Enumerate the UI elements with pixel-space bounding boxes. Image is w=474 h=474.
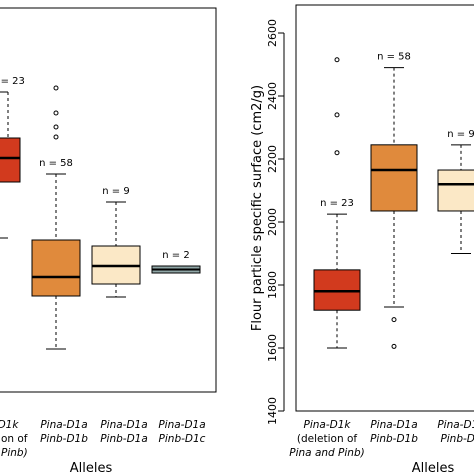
right-box-3: n = 9 (437, 129, 474, 254)
left-box-d1a-n-label: n = 9 (102, 186, 129, 197)
right-y-tick-label: 2200 (266, 145, 279, 173)
left-box-d1b-outlier (53, 85, 59, 91)
right-y-tick-label: 2600 (266, 19, 279, 47)
right-category-1-line-1: Pina-D1k (304, 419, 352, 431)
left-box-d1b: n = 58 (31, 85, 81, 350)
left-box-d1b-box (31, 239, 81, 297)
right-category-2-line-2: Pinb-D1b (370, 433, 418, 445)
right-y-tick-label: 1400 (266, 397, 279, 425)
right-y-axis-title: Flour particle specific surface (cm2/g) (250, 85, 265, 331)
right-category-1-line-2: (deletion of (297, 433, 357, 445)
right-y-tick-label: 2400 (266, 82, 279, 110)
right-box-outlier (391, 343, 397, 349)
left-category-1-line-3: nd Pinb) (0, 447, 28, 459)
right-box-body (370, 144, 418, 212)
right-box-body (313, 269, 361, 311)
right-box-2: n = 58 (370, 52, 418, 349)
right-box-body (437, 169, 474, 212)
left-category-3-line-2: Pinb-D1a (100, 433, 148, 445)
left-plot-frame (0, 7, 217, 393)
left-box-d1k: n = 23 (0, 76, 25, 239)
left-panel: n = 23 n = 58 n = 9 n (0, 7, 217, 474)
left-box-d1k-n-label: n = 23 (0, 76, 25, 87)
left-box-d1a: n = 9 (91, 186, 141, 298)
right-box-n-label: n = 58 (377, 52, 411, 63)
right-box-n-label: n = 23 (320, 198, 354, 209)
left-box-d1b-outlier (53, 110, 59, 116)
right-panel: 1400 1600 1800 2000 2200 2400 2600 n = 23 n = 5… (250, 4, 474, 474)
right-y-tick-label: 2000 (266, 208, 279, 236)
left-category-2-line-1: Pina-D1a (40, 419, 87, 431)
right-category-3-line-2: Pinb-D2 (440, 433, 474, 445)
left-box-d1b-outlier (53, 124, 59, 130)
right-y-tick-label: 1600 (266, 334, 279, 362)
left-category-4-line-1: Pina-D1a (158, 419, 205, 431)
right-box-outlier (391, 317, 397, 323)
left-box-d1b-outlier (53, 134, 59, 140)
right-box-1: n = 23 (313, 57, 361, 349)
right-box-outlier (334, 57, 340, 63)
right-box-outlier (334, 150, 340, 156)
left-category-1-line-1: D1k (0, 419, 19, 431)
right-plot-frame (295, 4, 474, 412)
left-category-4-line-2: Pinb-D1c (159, 433, 206, 445)
right-y-ticks: 1400 1600 1800 2000 2200 2400 2600 (266, 19, 284, 425)
right-boxes: n = 23 n = 58 n = 9 (313, 52, 474, 349)
left-category-3-line-1: Pina-D1a (100, 419, 147, 431)
left-box-d1c: n = 2 (151, 250, 201, 274)
left-box-d1c-n-label: n = 2 (162, 250, 189, 261)
left-category-2-line-2: Pinb-D1b (40, 433, 88, 445)
right-x-axis-title: Alleles (412, 461, 455, 474)
left-category-1-line-2: letion of (0, 433, 28, 445)
right-category-2-line-1: Pina-D1a (370, 419, 417, 431)
left-box-d1k-box (0, 137, 21, 183)
right-box-outlier (334, 112, 340, 118)
right-box-n-label: n = 9 (447, 129, 474, 140)
right-y-tick-label: 1800 (266, 271, 279, 299)
left-x-axis-title: Alleles (70, 461, 113, 474)
right-category-1-line-3: Pina and Pinb) (289, 447, 364, 459)
left-box-d1b-n-label: n = 58 (39, 158, 73, 169)
right-category-3-line-1: Pina-D1a (437, 419, 474, 431)
